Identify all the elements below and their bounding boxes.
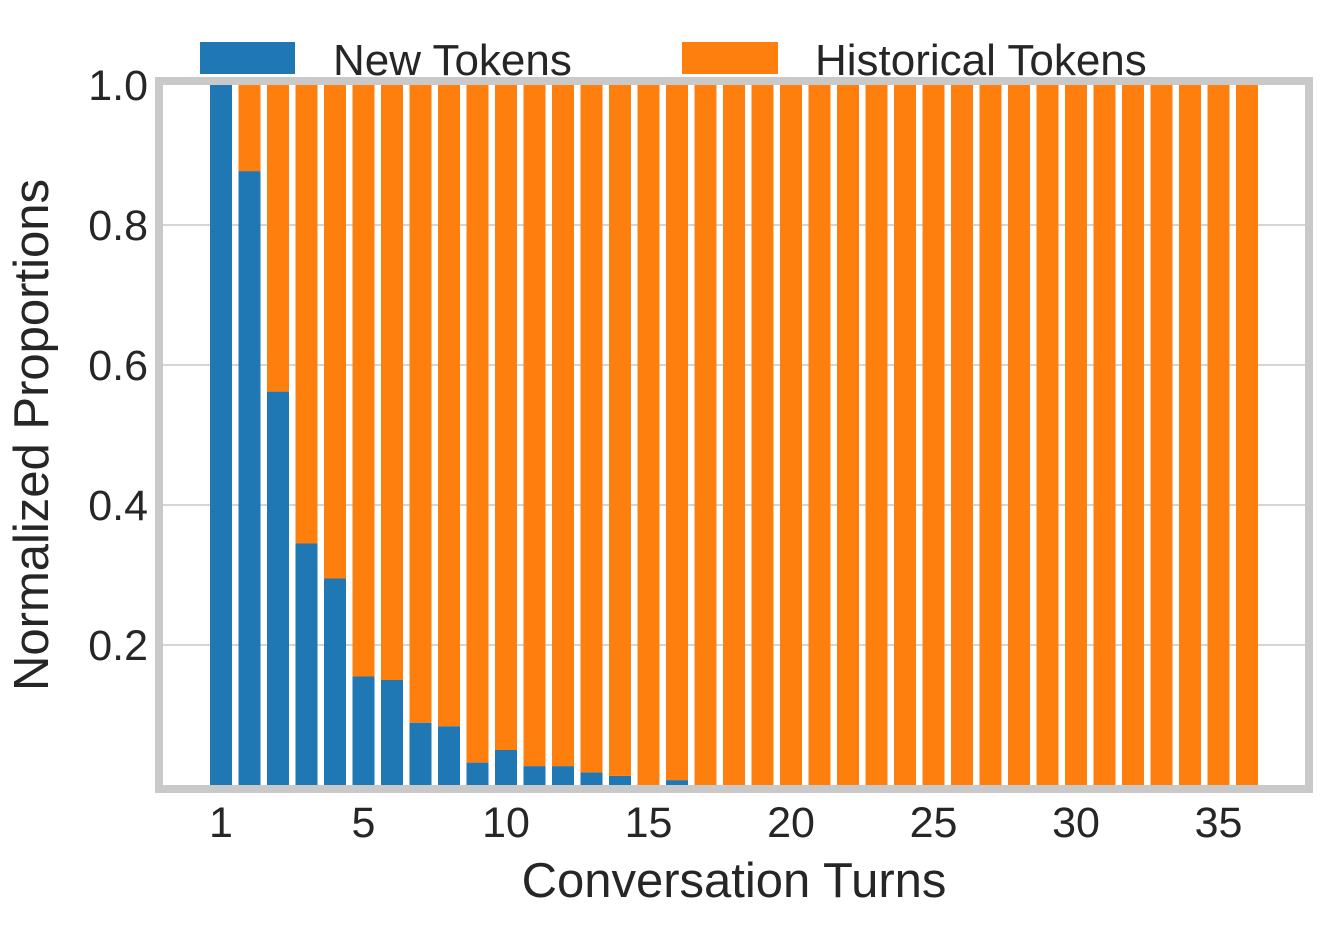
x-tick-20: 20 <box>767 799 815 847</box>
x-tick-10: 10 <box>482 799 530 847</box>
legend-label-new-tokens: New Tokens <box>333 36 572 85</box>
x-tick-25: 25 <box>910 799 958 847</box>
bar-turn-27-historical-tokens <box>951 85 973 785</box>
bar-turn-22-historical-tokens <box>808 85 831 785</box>
x-tick-5: 5 <box>352 799 376 847</box>
bar-turn-5-new-tokens <box>324 578 346 785</box>
bar-turn-11-new-tokens <box>495 750 517 785</box>
bar-turn-3-historical-tokens <box>267 85 289 392</box>
legend-swatch-new-tokens <box>200 42 295 74</box>
bar-turn-9-new-tokens <box>438 726 460 785</box>
bar-turn-36-historical-tokens <box>1207 85 1230 785</box>
bar-turn-35-historical-tokens <box>1179 85 1201 785</box>
y-tick-0.4: 0.4 <box>88 482 148 530</box>
bar-turn-13-historical-tokens <box>552 85 574 767</box>
bar-turn-2-historical-tokens <box>238 85 261 172</box>
bar-turn-33-historical-tokens <box>1122 85 1144 785</box>
bar-turn-16-historical-tokens <box>637 85 660 785</box>
y-tick-0.2: 0.2 <box>88 622 148 670</box>
x-tick-15: 15 <box>625 799 673 847</box>
bar-turn-1-new-tokens <box>210 85 232 785</box>
bar-turn-8-new-tokens <box>409 722 432 785</box>
y-tick-0.8: 0.8 <box>88 202 148 250</box>
bar-turn-2-new-tokens <box>238 171 261 786</box>
x-tick-35: 35 <box>1195 799 1243 847</box>
bar-turn-17-historical-tokens <box>666 85 688 781</box>
bar-turn-21-historical-tokens <box>780 85 802 785</box>
bar-turn-4-historical-tokens <box>295 85 318 544</box>
bar-turn-20-historical-tokens <box>751 85 774 785</box>
bar-turn-24-historical-tokens <box>865 85 888 785</box>
bar-turn-26-historical-tokens <box>922 85 945 785</box>
bar-turn-15-historical-tokens <box>609 85 631 776</box>
bar-turn-14-historical-tokens <box>580 85 603 773</box>
bar-turn-23-historical-tokens <box>837 85 859 785</box>
bar-turn-37-historical-tokens <box>1236 85 1258 785</box>
legend-label-historical-tokens: Historical Tokens <box>815 36 1147 85</box>
x-axis-label: Conversation Turns <box>522 854 947 908</box>
y-tick-0.6: 0.6 <box>88 342 148 390</box>
y-tick-labels: 1.0 0.8 0.6 0.4 0.2 <box>88 62 148 670</box>
bar-turn-17-new-tokens <box>666 780 688 785</box>
bar-turn-12-historical-tokens <box>523 85 546 767</box>
bar-turn-7-new-tokens <box>381 680 403 785</box>
bar-turn-29-historical-tokens <box>1008 85 1030 785</box>
x-tick-labels: 1 5 10 15 20 25 30 35 <box>209 799 1242 847</box>
bar-turn-30-historical-tokens <box>1036 85 1059 785</box>
bar-turn-19-historical-tokens <box>723 85 745 785</box>
bar-turn-3-new-tokens <box>267 391 289 785</box>
bar-turn-25-historical-tokens <box>894 85 916 785</box>
bar-turn-8-historical-tokens <box>409 85 432 723</box>
bar-turn-12-new-tokens <box>523 766 546 785</box>
bar-turn-13-new-tokens <box>552 766 574 785</box>
bar-turn-14-new-tokens <box>580 772 603 785</box>
bar-turn-15-new-tokens <box>609 775 631 785</box>
bars <box>210 85 1258 786</box>
y-tick-1.0: 1.0 <box>88 62 148 110</box>
bar-turn-32-historical-tokens <box>1093 85 1116 785</box>
bar-turn-31-historical-tokens <box>1065 85 1087 785</box>
bar-turn-10-historical-tokens <box>466 85 489 763</box>
bar-turn-28-historical-tokens <box>979 85 1002 785</box>
bar-turn-7-historical-tokens <box>381 85 403 680</box>
x-tick-1: 1 <box>209 799 233 847</box>
y-axis-label: Normalized Proportions <box>5 179 59 691</box>
bar-turn-11-historical-tokens <box>495 85 517 750</box>
legend-swatch-historical-tokens <box>682 42 778 74</box>
plot-frame <box>155 77 1313 793</box>
bar-turn-34-historical-tokens <box>1150 85 1173 785</box>
x-tick-30: 30 <box>1052 799 1100 847</box>
bar-turn-9-historical-tokens <box>438 85 460 727</box>
bar-turn-6-historical-tokens <box>352 85 375 677</box>
bar-turn-5-historical-tokens <box>324 85 346 579</box>
bar-turn-6-new-tokens <box>352 676 375 785</box>
bar-turn-18-historical-tokens <box>694 85 717 785</box>
legend: New Tokens Historical Tokens <box>200 36 1147 85</box>
bar-turn-4-new-tokens <box>295 543 318 785</box>
bar-turn-10-new-tokens <box>466 762 489 785</box>
